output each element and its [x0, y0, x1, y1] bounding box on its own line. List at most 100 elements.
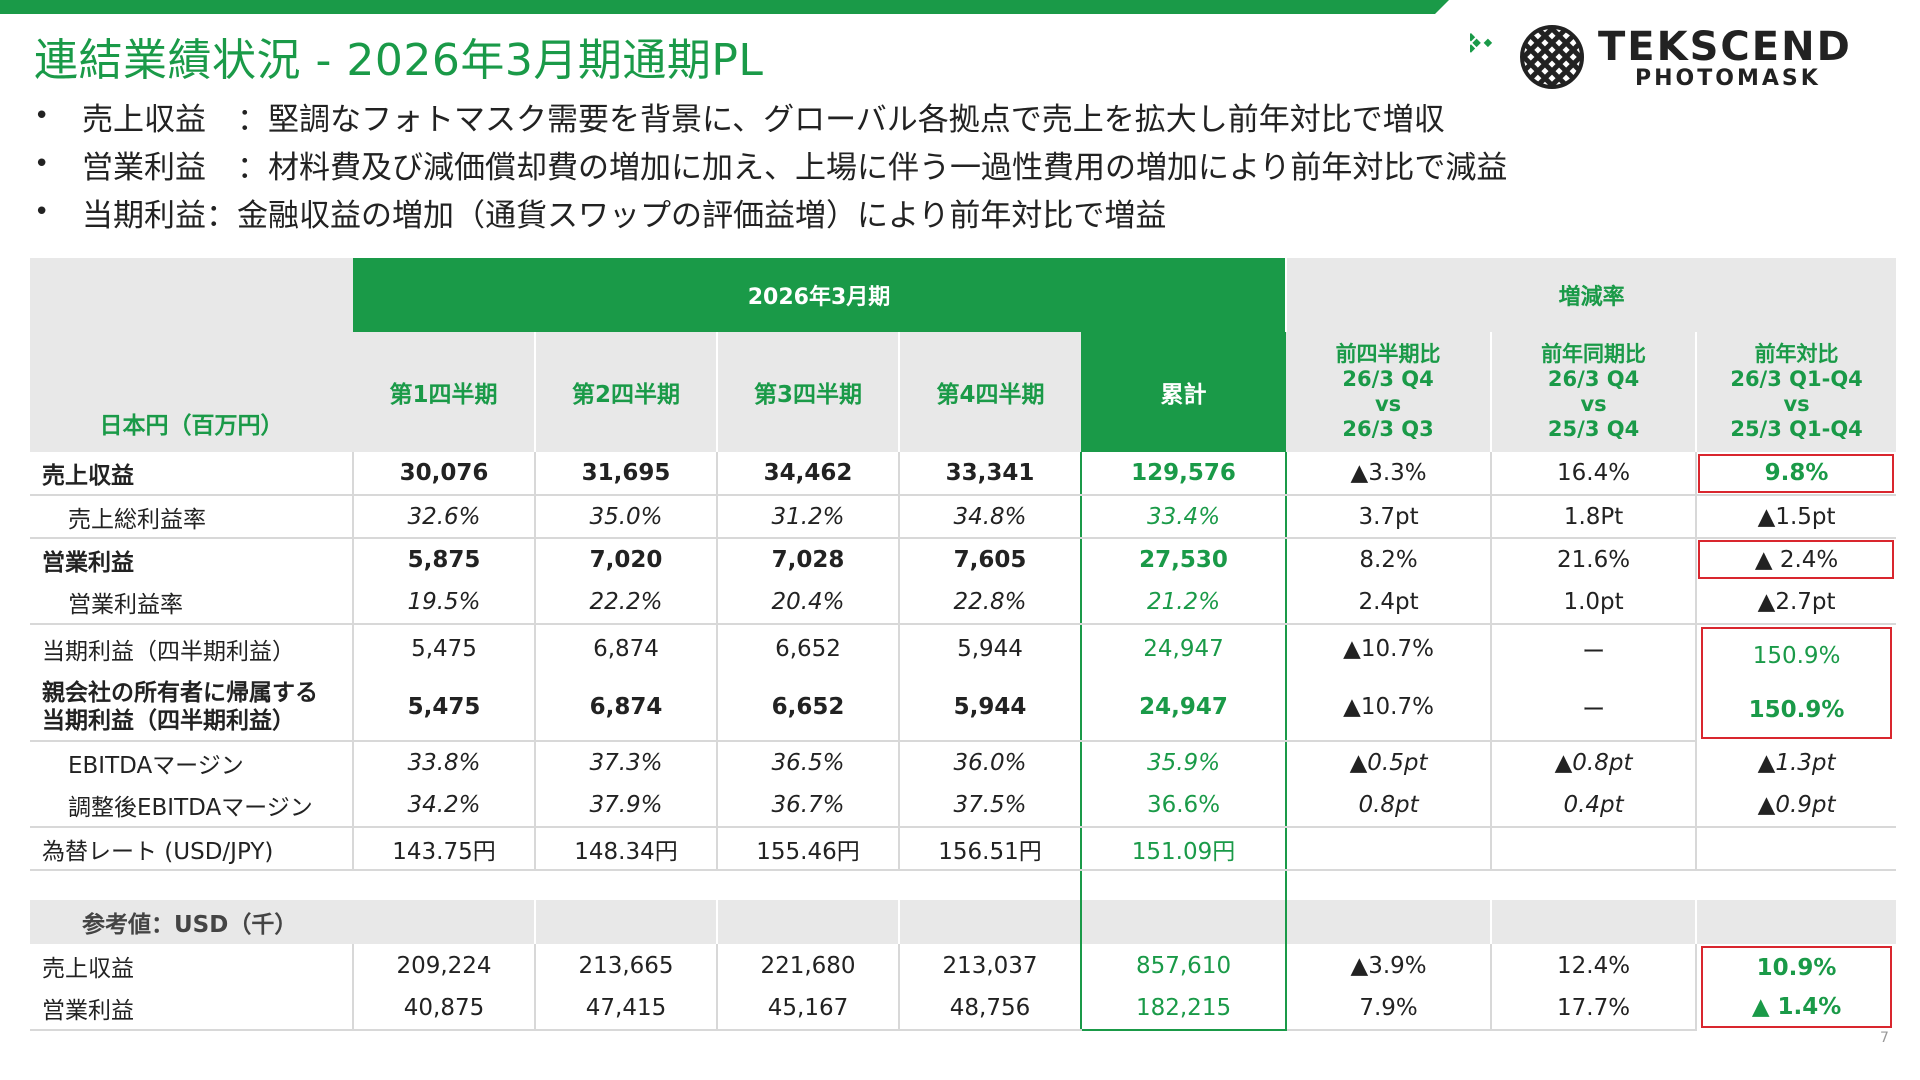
- cell-q1: 30,076: [353, 452, 536, 496]
- logo-text-primary: TEKSCEND: [1598, 24, 1852, 70]
- cell-q1: 5,475: [353, 673, 536, 743]
- table-row-operating-margin: 営業利益率 19.5% 22.2% 20.4% 22.8% 21.2% 2.4p…: [30, 581, 1897, 625]
- cell-q3: 155.46円: [717, 827, 900, 871]
- header-line: 26/3 Q4: [1342, 367, 1434, 391]
- cell-yoy-quarter: 12.4%: [1491, 944, 1698, 987]
- col-header-total: 累計: [1081, 332, 1287, 452]
- cell-yoy-full: ▲1.3pt: [1757, 749, 1836, 776]
- cell-total: 35.9%: [1079, 741, 1288, 784]
- header-line: 26/3 Q4: [1547, 367, 1640, 391]
- results-table: 日本円（百万円） 2026年3月期 増減率 第1四半期 第2四半期 第3四半期 …: [30, 258, 1897, 1031]
- cell-yoy-full: ▲2.7pt: [1696, 581, 1897, 625]
- cell-q2: 31,695: [535, 452, 718, 496]
- cell-q3: 20.4%: [717, 581, 900, 625]
- cell-yoy-quarter: 0.4pt: [1491, 784, 1698, 828]
- bullet-dot: •: [34, 101, 50, 131]
- row-label-line: 当期利益（四半期利益）: [42, 707, 295, 734]
- header-row-groups: 日本円（百万円） 2026年3月期 増減率: [30, 258, 1897, 452]
- header-line: 前年対比: [1754, 342, 1839, 366]
- cell-q4: 34.8%: [899, 495, 1081, 539]
- cell-q2: 35.0%: [535, 495, 718, 539]
- cell-q3: 6,652: [717, 673, 900, 743]
- cell-qoq: ▲3.9%: [1286, 944, 1493, 987]
- cell-qoq: 2.4pt: [1286, 581, 1493, 625]
- cell-qoq: 7.9%: [1286, 987, 1493, 1031]
- ref-header-cell: [1079, 900, 1288, 944]
- header-line: 25/3 Q1-Q4: [1730, 417, 1863, 441]
- gap-cell: [535, 870, 717, 900]
- bullet-revenue: • 売上収益 ：堅調なフォトマスク需要を背景に、グローバル各拠点で売上を拡大し前…: [34, 92, 1507, 140]
- table-row-operating-profit: 営業利益 5,875 7,020 7,028 7,605 27,530 8.2%…: [30, 538, 1896, 581]
- table-row-fx-rate: 為替レート (USD/JPY) 143.75円 148.34円 155.46円 …: [30, 827, 1897, 871]
- cell-yoy-quarter: 17.7%: [1491, 987, 1698, 1031]
- bullet-operating-profit: • 営業利益 ：材料費及び減価償却費の増加に加え、上場に伴う一過性費用の増加によ…: [34, 140, 1507, 188]
- header-line: 前年同期比: [1541, 342, 1647, 366]
- cell-q4: 156.51円: [899, 827, 1081, 871]
- cell-q3: 221,680: [717, 944, 900, 987]
- gap-cell: [1696, 870, 1896, 900]
- row-label: 売上収益: [30, 452, 354, 496]
- cell-q1: 143.75円: [353, 827, 536, 871]
- table-row-ebitda-margin: EBITDAマージン 33.8% 37.3% 36.5% 36.0% 35.9%…: [30, 741, 1896, 784]
- cell-q4: 5,944: [957, 636, 1023, 663]
- cell-yoy-full: ▲0.9pt: [1696, 784, 1897, 828]
- change-group-header: 増減率: [1285, 258, 1897, 332]
- unit-label-text: 日本円（百万円）: [99, 413, 284, 439]
- col-header-q1: 第1四半期: [353, 332, 536, 452]
- cell-yoy-full: ▲ 2.4%: [1696, 538, 1896, 581]
- cell-qoq: ▲10.7%: [1286, 624, 1493, 674]
- row-label: 営業利益: [30, 987, 354, 1031]
- row-label: 売上総利益率: [30, 495, 354, 539]
- cell-q1: 5,475: [353, 624, 536, 674]
- cell-total: 129,576: [1079, 452, 1288, 496]
- cell-q3: 6,652: [717, 624, 900, 674]
- cell-qoq: ▲0.5pt: [1286, 741, 1493, 784]
- ref-header-cell: [1286, 900, 1493, 944]
- cell-total: 21.2%: [1079, 581, 1288, 625]
- table-row-adjusted-ebitda-margin: 調整後EBITDAマージン 34.2% 37.9% 36.7% 37.5% 36…: [30, 784, 1897, 828]
- bullet-net-profit: • 当期利益：金融収益の増加（通貨スワップの評価益増）により前年対比で増益: [34, 188, 1507, 236]
- cell-yoy-full-merged: 10.9% ▲ 1.4%: [1696, 944, 1896, 1030]
- cell-q1: 32.6%: [353, 495, 536, 539]
- reference-label: 参考値：USD（千）: [30, 900, 353, 944]
- row-label: 調整後EBITDAマージン: [30, 784, 354, 828]
- ref-header-cell: [535, 900, 718, 944]
- cell-q3: 7,028: [717, 538, 900, 581]
- cell-q2: 37.3%: [535, 741, 718, 784]
- cell-qoq: [1286, 827, 1493, 871]
- cell-yoy-quarter: [1491, 827, 1698, 871]
- row-label-line: 親会社の所有者に帰属する: [42, 679, 318, 706]
- cell-yoy-full: 150.9%: [1752, 643, 1841, 669]
- cell-q4: 33,341: [899, 452, 1081, 496]
- cell-qoq: 8.2%: [1286, 538, 1493, 581]
- page-title: 連結業績状況 - 2026年3月期通期PL: [34, 35, 764, 86]
- cell-yoy-full: 9.8%: [1696, 452, 1897, 496]
- cell-q3: 36.5%: [717, 741, 900, 784]
- change-group-label: 増減率: [1558, 285, 1625, 310]
- cell-total: 33.4%: [1079, 495, 1288, 539]
- ref-header-cell: [1491, 900, 1698, 944]
- cell-total: 24,947: [1079, 673, 1288, 743]
- cell-q2: 22.2%: [535, 581, 718, 625]
- table-row-net-profit: 当期利益（四半期利益） 5,475 6,874 6,652 5,944 24,9…: [30, 624, 1896, 739]
- cell-q4: 36.0%: [953, 750, 1027, 776]
- header-line: 26/3 Q1-Q4: [1730, 367, 1863, 391]
- cell-total: 182,215: [1079, 987, 1288, 1031]
- gap-cell: [353, 870, 535, 900]
- row-label: 為替レート (USD/JPY): [30, 827, 354, 871]
- cell-total: 27,530: [1079, 538, 1288, 581]
- cell-total: 151.09円: [1079, 827, 1288, 871]
- cell-yoy-quarter: 21.6%: [1491, 538, 1698, 581]
- cell-total: 24,947: [1079, 624, 1288, 674]
- logo-text-secondary: PHOTOMASK: [1635, 66, 1821, 91]
- table-row-ref-revenue: 売上収益 209,224 213,665 221,680 213,037 857…: [30, 944, 1896, 1028]
- page-number: 7: [1880, 1030, 1889, 1046]
- cell-q2: 37.9%: [535, 784, 718, 828]
- bullet-dot: •: [34, 197, 50, 227]
- cell-yoy-quarter: ー: [1491, 673, 1698, 743]
- row-label: EBITDAマージン: [30, 741, 354, 784]
- cell-yoy-full: ▲1.5pt: [1696, 495, 1897, 539]
- gap-cell: [30, 870, 353, 900]
- logo-mark-icon: [1449, 24, 1584, 89]
- bullet-text: 営業利益 ：材料費及び減価償却費の増加に加え、上場に伴う一過性費用の増加により前…: [82, 149, 1508, 186]
